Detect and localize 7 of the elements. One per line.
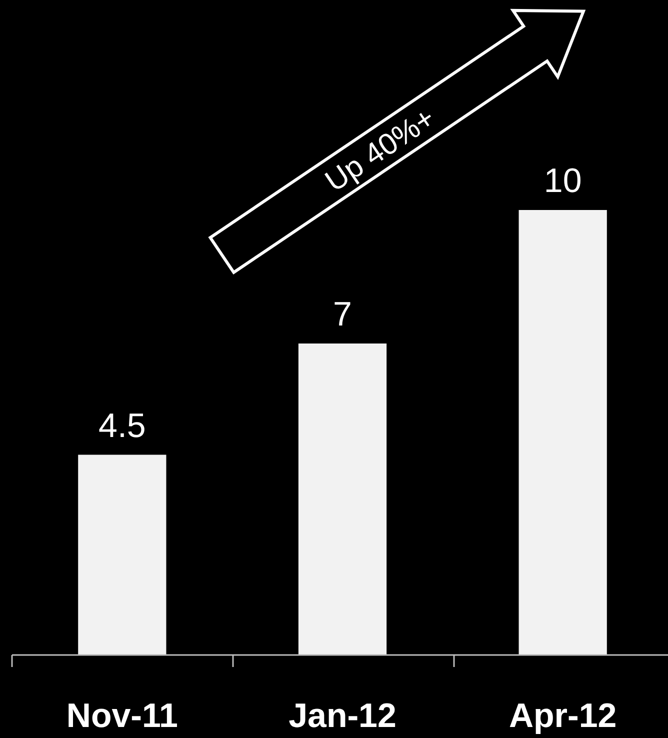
data-label: 4.5: [98, 406, 146, 445]
text: Up 40%+: [320, 102, 442, 198]
data-label: 7: [333, 296, 352, 334]
x-tick-label: Jan-12: [288, 697, 396, 735]
x-tick-label: Apr-12: [508, 697, 617, 735]
data-label: 10: [544, 162, 582, 200]
x-tick-label: Nov-11: [66, 697, 178, 735]
